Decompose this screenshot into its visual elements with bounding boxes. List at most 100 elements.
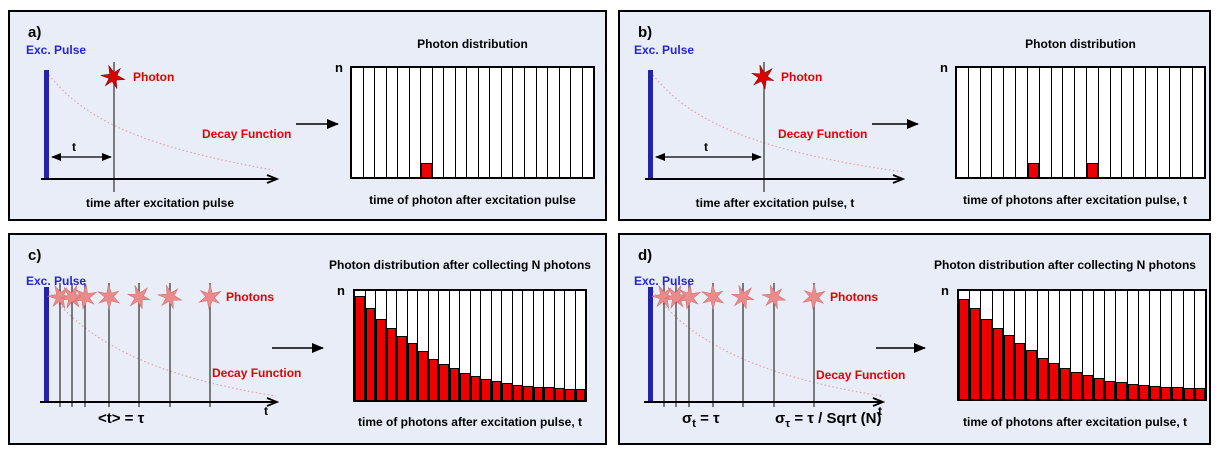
histogram-bin (512, 291, 523, 400)
photon-star-icon (98, 63, 128, 91)
histogram-bin (1015, 291, 1027, 399)
histogram-bin (433, 68, 445, 177)
histogram-title: Photon distribution after collecting N p… (934, 258, 1196, 272)
histogram-bin (537, 68, 549, 177)
histogram-bin (352, 68, 364, 177)
histogram-bin (355, 291, 366, 400)
histogram-bar (460, 372, 470, 400)
histogram-bar (439, 364, 449, 400)
histogram-bar (418, 350, 428, 400)
n-axis-label: n (941, 283, 949, 298)
panel-a: a) Exc. Pulse Photon Decay Function t ti… (8, 10, 607, 221)
histogram-bar (1149, 386, 1161, 399)
exc-pulse-label: Exc. Pulse (634, 274, 695, 288)
histogram-bin (1111, 68, 1123, 177)
histogram-bar (502, 383, 512, 400)
sigma-subscript: τ (785, 418, 791, 430)
histogram-bin (1161, 291, 1173, 399)
histogram-bin (387, 68, 399, 177)
histogram-bin (1060, 291, 1072, 399)
histogram-bar (1172, 387, 1183, 399)
histogram-title: Photon distribution (417, 37, 528, 51)
panel-letter: c) (28, 247, 42, 264)
histogram-bar (470, 376, 480, 400)
histogram-bar (365, 308, 375, 400)
histogram-bin (1149, 291, 1162, 399)
histogram-bin (560, 68, 572, 177)
histogram-bin (428, 291, 439, 400)
photon-star-icon (198, 283, 222, 311)
histogram-bin (1193, 68, 1204, 177)
panel-letter: b) (638, 24, 653, 41)
sigma-t-formula: σt = τ (682, 410, 720, 430)
histogram-bin (410, 68, 422, 177)
histogram-bin (1048, 291, 1061, 399)
histogram-bar (959, 298, 970, 399)
excitation-pulse-bar (44, 287, 49, 402)
sigma-symbol: σ (682, 410, 693, 427)
histogram-bin (1138, 291, 1150, 399)
t-label: t (704, 140, 708, 154)
histogram-bin (439, 291, 450, 400)
histogram-bin (1071, 291, 1083, 399)
histogram-bin (1027, 68, 1040, 177)
photon-star-icon (802, 283, 826, 311)
histogram-bin (1158, 68, 1170, 177)
photon-histogram (353, 289, 587, 402)
histogram-bin (1116, 291, 1128, 399)
histogram-bin (460, 291, 471, 400)
histogram-bin (575, 291, 585, 400)
histogram-bar (1194, 388, 1206, 399)
histogram-bin (376, 291, 387, 400)
histogram-bin (548, 68, 560, 177)
histogram-bar (397, 335, 407, 400)
panel-d: d) Exc. Pulse Photons Decay Function t σ… (618, 233, 1211, 445)
photons-label: Photons (830, 290, 878, 304)
histogram-bar (981, 319, 992, 399)
histogram-bar (992, 327, 1003, 399)
histogram-bin (571, 68, 583, 177)
histogram-bin (1194, 291, 1206, 399)
histogram-bin (1075, 68, 1087, 177)
histogram-bar (386, 328, 396, 400)
histogram-bin (456, 68, 468, 177)
panel-letter: d) (638, 247, 653, 264)
panel-b: b) Exc. Pulse Photon Decay Function t ti… (618, 10, 1211, 221)
exc-pulse-label: Exc. Pulse (634, 43, 695, 57)
histogram-bin (992, 68, 1005, 177)
histogram-bar (970, 308, 981, 399)
histogram-bin (470, 291, 481, 400)
formula-rhs: = τ (700, 410, 720, 427)
histogram-bar (1037, 357, 1048, 399)
histogram-bin (1037, 291, 1049, 399)
histogram-bin (1146, 68, 1158, 177)
n-axis-label: n (940, 60, 948, 75)
histogram-bin (364, 68, 376, 177)
histogram-bar (523, 385, 533, 400)
histogram-caption: time of photons after excitation pulse, … (962, 415, 1188, 429)
histogram-bin (523, 291, 534, 400)
histogram-bar (1086, 162, 1098, 177)
sigma-symbol: σ (775, 410, 786, 427)
histogram-bin (467, 68, 479, 177)
histogram-bar (1138, 384, 1149, 399)
histogram-caption: time of photons after excitation pulse, … (357, 415, 583, 429)
histogram-bin (1063, 68, 1076, 177)
histogram-bar (1060, 367, 1071, 399)
panel-c: c) Exc. Pulse Photons Decay Function t <… (8, 233, 607, 445)
timing-diagram-d (644, 280, 926, 407)
decay-curve (48, 74, 274, 171)
histogram-bin (386, 291, 397, 400)
histogram-bin (398, 68, 410, 177)
histogram-bar (407, 343, 417, 400)
histogram-bar (421, 162, 432, 177)
histogram-bin (1170, 68, 1182, 177)
photon-label: Photon (133, 70, 175, 84)
decay-curve (652, 74, 905, 173)
histogram-bin (502, 291, 513, 400)
histogram-bar (428, 358, 438, 400)
histogram-bin (421, 68, 433, 177)
histogram-bin (583, 68, 594, 177)
histogram-bar (1048, 363, 1060, 399)
n-axis-label: n (335, 60, 343, 75)
